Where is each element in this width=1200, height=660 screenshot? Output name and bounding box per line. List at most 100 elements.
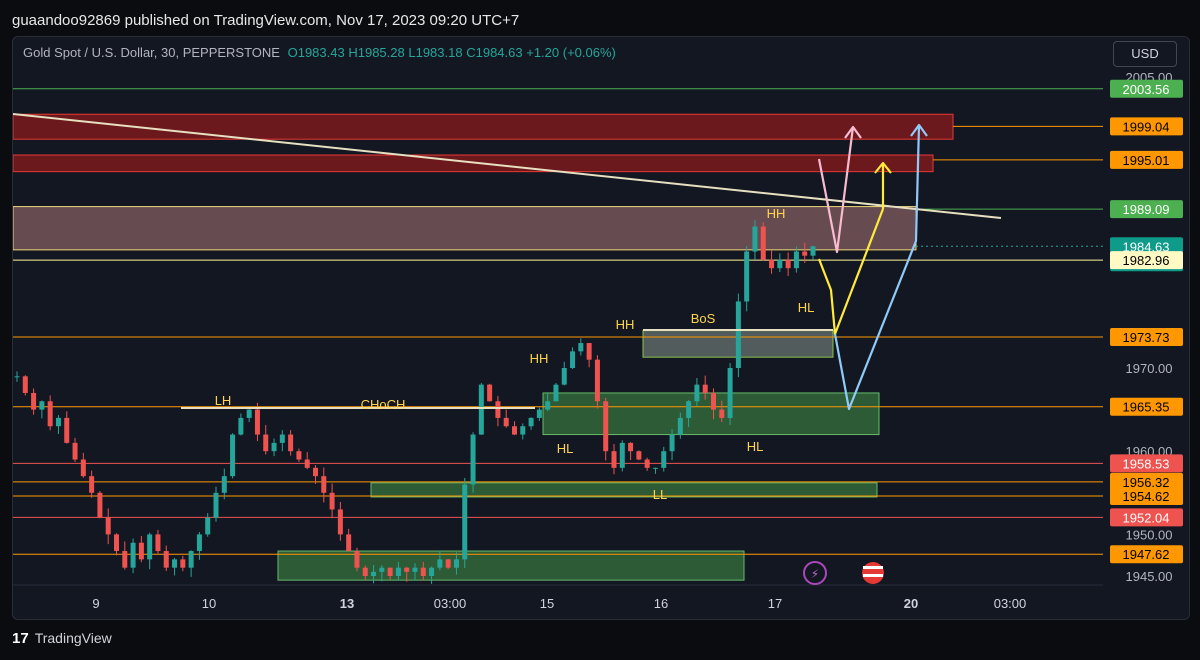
candle-body [205, 517, 211, 535]
price-tag [1110, 327, 1183, 346]
price-tag-label: 1999.04 [1123, 119, 1170, 134]
candle-body [263, 434, 269, 452]
candle-body [727, 368, 733, 418]
candle-body [570, 351, 576, 368]
annotation-label: BoS [691, 311, 716, 326]
candle-body [213, 492, 219, 518]
open-value: O1983.43 [287, 45, 345, 60]
candle-body [594, 359, 600, 402]
tradingview-footer: 17 TradingView [12, 630, 112, 647]
price-tag [1110, 79, 1183, 98]
candle-body [528, 417, 534, 427]
x-tick-label: 03:00 [994, 596, 1027, 611]
projection-arrow-blue [833, 123, 928, 411]
candle-body [553, 384, 559, 402]
candle-body [619, 442, 625, 468]
price-tag [1110, 117, 1183, 136]
price-tag [1110, 472, 1183, 491]
candle-body [719, 409, 725, 418]
x-tick-label: 03:00 [434, 596, 467, 611]
chart-panel[interactable]: LH CHoCH HH HL HH BoS HL LL HH HL ⚡ 2005.00 1970.00 1… [12, 36, 1190, 620]
candle-body [512, 426, 517, 435]
candle-body [172, 559, 178, 568]
candle-body [760, 226, 766, 260]
candle-body [337, 509, 343, 535]
price-tag [1110, 150, 1183, 169]
currency-button[interactable]: USD [1113, 41, 1177, 67]
candle-body [603, 401, 609, 452]
candle-body [14, 376, 20, 378]
candle-body [354, 551, 360, 568]
candle-body [395, 567, 401, 576]
annotation-label: LL [653, 487, 667, 502]
candle-body [735, 301, 741, 368]
candle-body [793, 251, 799, 269]
candle-body [72, 442, 78, 460]
candle-body [503, 417, 509, 427]
candle-body [495, 401, 501, 418]
candle-body [271, 442, 277, 452]
candle-body [238, 417, 244, 435]
price-tag [1110, 251, 1183, 270]
candle-body [55, 417, 61, 427]
candle-body [105, 517, 111, 535]
annotation-label: CHoCH [361, 397, 406, 412]
candle-body [279, 434, 285, 443]
candle-body [628, 442, 634, 452]
annotation-label: HH [530, 351, 549, 366]
candle-body [744, 251, 750, 302]
price-tag-label: 1982.96 [1123, 253, 1170, 268]
candle-body [702, 384, 708, 393]
price-tag-label: 1958.53 [1123, 456, 1170, 471]
us-flag-stripe-icon [863, 574, 883, 577]
demand-zone-lower [277, 550, 745, 581]
candle-body [130, 542, 136, 568]
candle-body [445, 559, 451, 568]
projection-path-yellow [817, 208, 885, 336]
candle-body [321, 476, 327, 493]
candle-body [64, 417, 70, 443]
price-tag [1110, 200, 1183, 219]
price-tag [1110, 545, 1183, 564]
price-tag [1110, 454, 1183, 473]
candle-body [636, 451, 642, 460]
candle-body [31, 392, 37, 410]
x-tick-label: 20 [904, 596, 918, 611]
candle-body [661, 451, 667, 468]
candle-body [470, 434, 476, 485]
price-tag-label: 1954.62 [1123, 489, 1170, 504]
candle-body [387, 567, 393, 576]
candle-body [644, 459, 650, 468]
x-tick-label: 16 [654, 596, 668, 611]
price-tag-label: 1989.09 [1123, 202, 1170, 217]
candle-body [155, 534, 161, 552]
demand-zone-middle [370, 482, 878, 498]
published-line: guaandoo92869 published on TradingView.c… [12, 12, 520, 29]
candle-body [122, 551, 128, 568]
candle-body [586, 343, 592, 360]
close-value: C1984.63 [466, 45, 523, 60]
candle-body [138, 542, 144, 560]
descending-trendline [13, 113, 1002, 219]
us-flag-stripe-icon [863, 566, 883, 569]
price-tag-label: 1965.35 [1123, 400, 1170, 415]
candle-body [785, 259, 791, 269]
candle-body [777, 259, 783, 269]
candle-body [89, 476, 95, 493]
candle-body [221, 476, 227, 493]
candle-body [288, 434, 294, 452]
price-tag-label: 1952.04 [1123, 510, 1170, 525]
candle-body [487, 384, 493, 402]
candle-body [97, 492, 103, 518]
candle-body [313, 467, 318, 477]
candle-body [686, 401, 692, 418]
price-tag-label: 1973.73 [1123, 330, 1170, 345]
y-tick-label: 1945.00 [1126, 569, 1173, 584]
price-tag-label: 1984.63 [1123, 239, 1170, 254]
annotation-label: LH [215, 393, 232, 408]
candle-body [196, 534, 202, 552]
candle-body [180, 559, 186, 568]
candle-body [669, 434, 675, 452]
